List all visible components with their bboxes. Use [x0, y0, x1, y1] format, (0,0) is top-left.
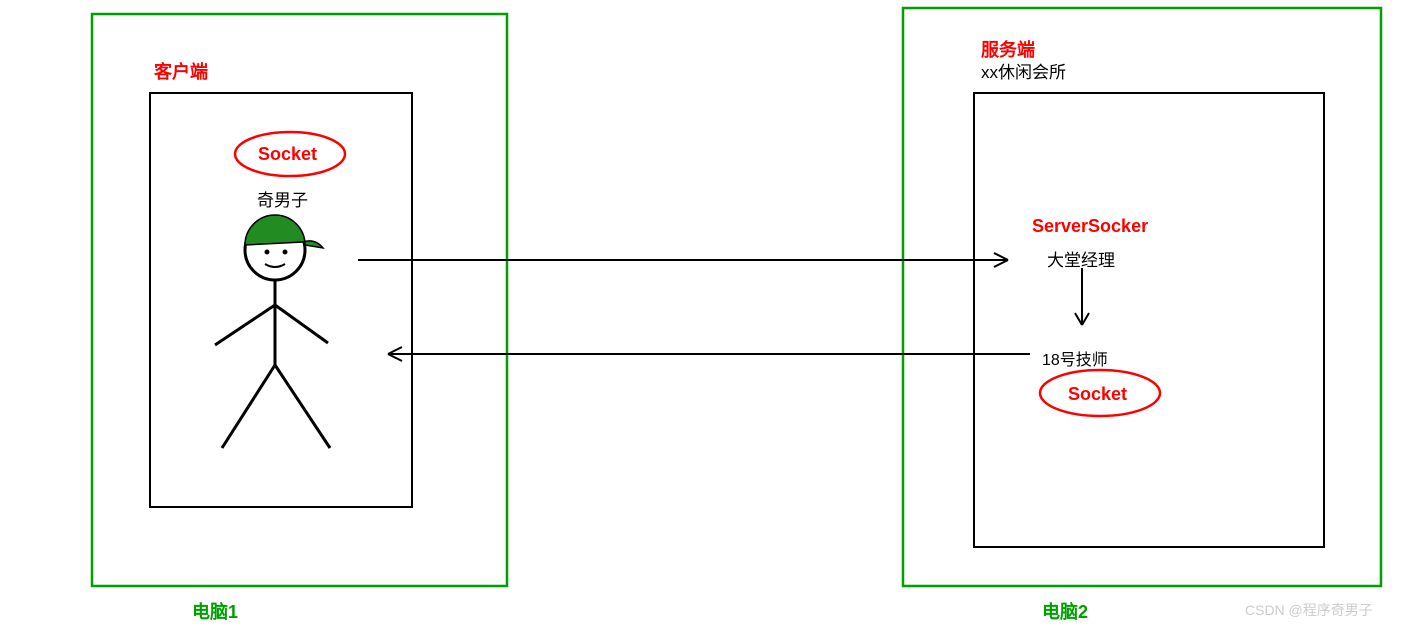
stick-eye-right [283, 250, 288, 255]
server-socket-label: Socket [1068, 384, 1127, 405]
stick-mouth [265, 264, 285, 267]
watermark: CSDN @程序奇男子 [1245, 600, 1373, 620]
stick-eye-left [265, 250, 270, 255]
server-inner-box [974, 93, 1324, 547]
server-socket-class-label: ServerSocker [1032, 216, 1148, 237]
server-manager-label: 大堂经理 [1047, 246, 1115, 271]
client-outer-box [92, 14, 507, 586]
stick-leg-right [275, 365, 330, 448]
stick-cap [245, 215, 323, 248]
stick-leg-left [222, 365, 275, 448]
server-place-label: xx休闲会所 [981, 58, 1066, 83]
client-socket-label: Socket [258, 144, 317, 165]
client-computer-label: 电脑1 [192, 598, 238, 624]
server-technician-label: 18号技师 [1042, 346, 1108, 370]
stick-arm-right [275, 305, 328, 343]
stick-arm-left [215, 305, 275, 345]
diagram-canvas [0, 0, 1415, 629]
client-box-title: 客户端 [154, 58, 208, 84]
server-computer-label: 电脑2 [1042, 598, 1088, 624]
client-person-label: 奇男子 [257, 186, 308, 211]
